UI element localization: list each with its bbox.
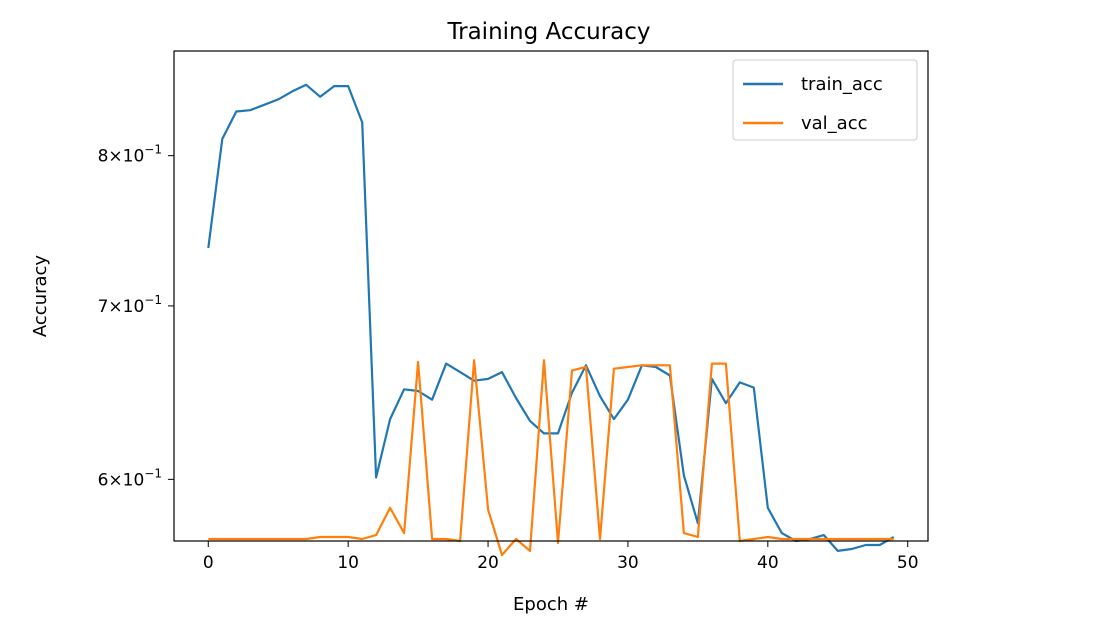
- x-axis-label: Epoch #: [513, 594, 589, 615]
- x-tick-label: 30: [617, 553, 639, 573]
- y-tick-label: 7×10−1: [98, 293, 162, 317]
- x-tick-label: 40: [757, 553, 779, 573]
- axes-frame: [173, 50, 929, 542]
- legend-label-val_acc: val_acc: [801, 113, 868, 134]
- chart-title: Training Accuracy: [446, 19, 650, 45]
- y-axis-label: Accuracy: [30, 255, 51, 338]
- plot-area: [207, 83, 895, 557]
- x-tick-label: 50: [897, 553, 919, 573]
- x-axis: 0 10 20 30 40 50: [203, 541, 919, 573]
- x-tick-label: 0: [203, 553, 214, 573]
- y-tick-label: 6×10−1: [98, 466, 162, 490]
- x-tick-label: 20: [477, 553, 499, 573]
- series-line-train_acc: [207, 83, 895, 553]
- legend-box: [732, 59, 918, 141]
- y-axis: 6×10−1 7×10−1 8×10−1: [98, 143, 174, 490]
- legend: train_acc val_acc: [732, 59, 918, 141]
- series-line-val_acc: [208, 359, 894, 557]
- legend-label-train_acc: train_acc: [801, 74, 883, 95]
- y-tick-label: 8×10−1: [98, 143, 162, 167]
- x-tick-label: 10: [337, 553, 359, 573]
